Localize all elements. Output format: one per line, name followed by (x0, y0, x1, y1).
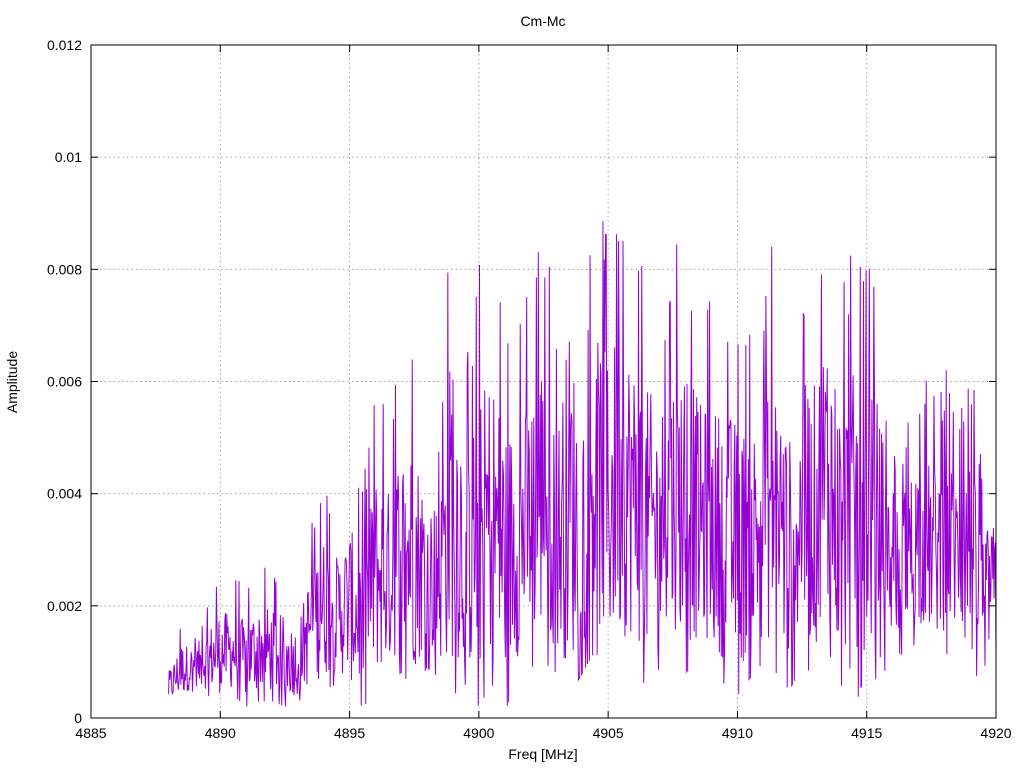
y-tick-label: 0.006 (47, 374, 82, 390)
y-tick-label: 0.01 (55, 149, 82, 165)
chart-title: Cm-Mc (520, 13, 565, 29)
x-tick-label: 4905 (593, 725, 624, 741)
series-trace (168, 221, 997, 707)
series-line (168, 221, 997, 707)
x-tick-label: 4900 (463, 725, 494, 741)
y-tick-label: 0.012 (47, 37, 82, 53)
y-tick-label: 0.008 (47, 261, 82, 277)
y-tick-label: 0.002 (47, 598, 82, 614)
x-tick-label: 4885 (75, 725, 106, 741)
x-axis-label: Freq [MHz] (508, 746, 577, 762)
y-tick-label: 0 (74, 710, 82, 726)
y-axis-label: Amplitude (4, 351, 20, 413)
x-tick-label: 4890 (205, 725, 236, 741)
x-tick-label: 4910 (722, 725, 753, 741)
axis-ticks: 4885 4890 4895 4900 4905 4910 4915 4920 0 0.002 0.… (47, 37, 1012, 741)
x-tick-label: 4895 (334, 725, 365, 741)
y-tick-label: 0.004 (47, 486, 82, 502)
x-tick-label: 4920 (980, 725, 1011, 741)
x-tick-label: 4915 (851, 725, 882, 741)
